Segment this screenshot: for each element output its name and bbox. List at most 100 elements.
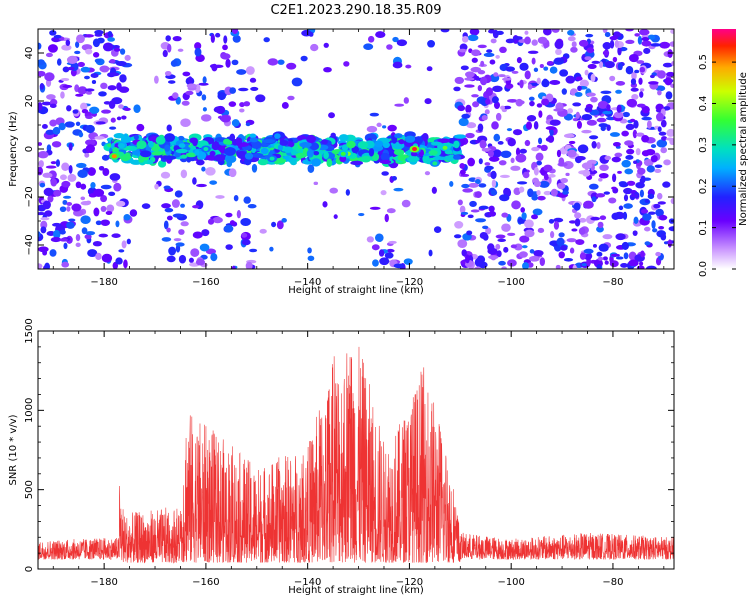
heatmap-noise-blob: [469, 200, 477, 208]
heatmap-noise-blob: [636, 265, 645, 269]
heatmap-noise-blob: [182, 71, 191, 77]
heatmap-noise-blob: [85, 115, 93, 119]
heatmap-noise-blob: [123, 213, 131, 221]
heatmap-noise-blob: [533, 250, 544, 257]
heatmap-noise-blob: [537, 36, 548, 44]
heatmap-noise-blob: [507, 138, 516, 147]
heatmap-noise-blob: [538, 180, 550, 188]
heatmap-noise-blob: [374, 233, 384, 243]
heatmap-noise-blob: [563, 133, 575, 138]
heatmap-noise-blob: [656, 192, 663, 200]
heatmap-noise-blob: [624, 168, 634, 175]
heatmap-noise-blob: [102, 42, 114, 52]
heatmap-noise-blob: [550, 188, 558, 197]
heatmap-noise-blob: [483, 52, 495, 58]
heatmap-noise-blob: [625, 39, 635, 45]
heatmap-noise-blob: [617, 46, 622, 56]
heatmap-noise-blob: [74, 50, 81, 55]
heatmap-noise-blob: [166, 227, 171, 233]
heatmap-noise-blob: [210, 253, 218, 262]
heatmap-signal-blob: [223, 138, 231, 145]
heatmap-noise-blob: [171, 199, 180, 208]
heatmap-noise-blob: [250, 86, 259, 91]
heatmap-noise-blob: [655, 208, 664, 217]
heatmap-noise-blob: [113, 47, 121, 52]
heatmap-noise-blob: [461, 35, 469, 43]
heatmap-noise-blob: [174, 190, 183, 198]
heatmap-noise-blob: [596, 117, 607, 123]
heatmap-noise-blob: [59, 174, 67, 181]
heatmap-noise-blob: [586, 47, 595, 54]
heatmap-noise-blob: [66, 55, 78, 64]
heatmap-noise-blob: [664, 77, 673, 86]
heatmap-noise-blob: [637, 167, 646, 175]
heatmap-noise-blob: [612, 56, 618, 63]
heatmap-noise-blob: [568, 220, 577, 224]
heatmap-signal-blob: [194, 149, 200, 156]
heatmap-noise-blob: [394, 103, 405, 107]
heatmap-noise-blob: [532, 208, 543, 216]
heatmap-noise-blob: [431, 186, 437, 194]
heatmap-noise-blob: [41, 124, 48, 129]
heatmap-noise-blob: [212, 216, 223, 224]
snr-xlabel: Height of straight line (km): [288, 585, 424, 596]
heatmap-noise-blob: [40, 217, 50, 221]
heatmap-noise-blob: [53, 189, 62, 197]
heatmap-noise-blob: [574, 212, 582, 219]
heatmap-noise-blob: [586, 92, 596, 97]
heatmap-noise-blob: [639, 261, 644, 266]
heatmap-noise-blob: [630, 78, 637, 85]
heatmap-noise-blob: [522, 262, 530, 269]
heatmap-noise-blob: [466, 122, 477, 129]
heatmap-noise-blob: [201, 94, 207, 101]
heatmap-signal-blob: [330, 132, 336, 138]
heatmap-noise-blob: [615, 256, 624, 260]
heatmap-noise-blob: [281, 218, 287, 223]
heatmap-noise-blob: [457, 105, 466, 112]
heatmap-noise-blob: [249, 77, 257, 83]
heatmap-signal-blob: [113, 133, 125, 139]
heatmap-noise-blob: [424, 171, 431, 176]
heatmap-peak: [111, 154, 117, 159]
heatmap-noise-blob: [582, 169, 591, 177]
heatmap-noise-blob: [267, 58, 279, 66]
heatmap-noise-blob: [499, 46, 507, 54]
heatmap-noise-blob: [641, 37, 650, 42]
heatmap-noise-blob: [519, 235, 530, 243]
heatmap-noise-blob: [485, 227, 492, 235]
heatmap-noise-blob: [527, 188, 534, 198]
heatmap-noise-blob: [38, 142, 43, 146]
heatmap-noise-blob: [474, 191, 482, 198]
snr-series-line: [38, 346, 674, 564]
heatmap-noise-blob: [178, 229, 185, 235]
heatmap-peak: [432, 161, 438, 166]
heatmap-noise-blob: [67, 173, 77, 182]
heatmap-noise-blob: [633, 120, 639, 129]
heatmap-noise-blob: [633, 216, 639, 224]
heatmap-noise-blob: [459, 163, 465, 169]
heatmap-signal-blob: [404, 135, 416, 143]
heatmap-noise-blob: [660, 233, 667, 241]
heatmap-noise-blob: [287, 95, 295, 101]
heatmap-noise-blob: [194, 47, 202, 57]
heatmap-noise-blob: [519, 62, 529, 71]
heatmap-noise-blob: [100, 184, 112, 190]
heatmap-noise-blob: [77, 61, 85, 67]
heatmap-noise-blob: [460, 211, 469, 215]
heatmap-noise-blob: [384, 252, 394, 259]
heatmap-noise-blob: [108, 72, 120, 77]
heatmap-noise-blob: [658, 226, 665, 230]
heatmap-noise-blob: [651, 220, 656, 229]
heatmap-noise-blob: [604, 155, 612, 161]
heatmap-noise-blob: [609, 39, 615, 49]
heatmap-signal-blob: [338, 134, 349, 142]
heatmap-noise-blob: [595, 193, 606, 198]
heatmap-noise-blob: [484, 162, 491, 166]
heatmap-noise-blob: [50, 161, 57, 165]
heatmap-noise-blob: [96, 37, 105, 44]
heatmap-noise-blob: [403, 258, 413, 265]
heatmap-noise-blob: [461, 183, 470, 189]
heatmap-noise-blob: [388, 240, 397, 244]
snr-ytick-label: 0: [24, 566, 35, 572]
